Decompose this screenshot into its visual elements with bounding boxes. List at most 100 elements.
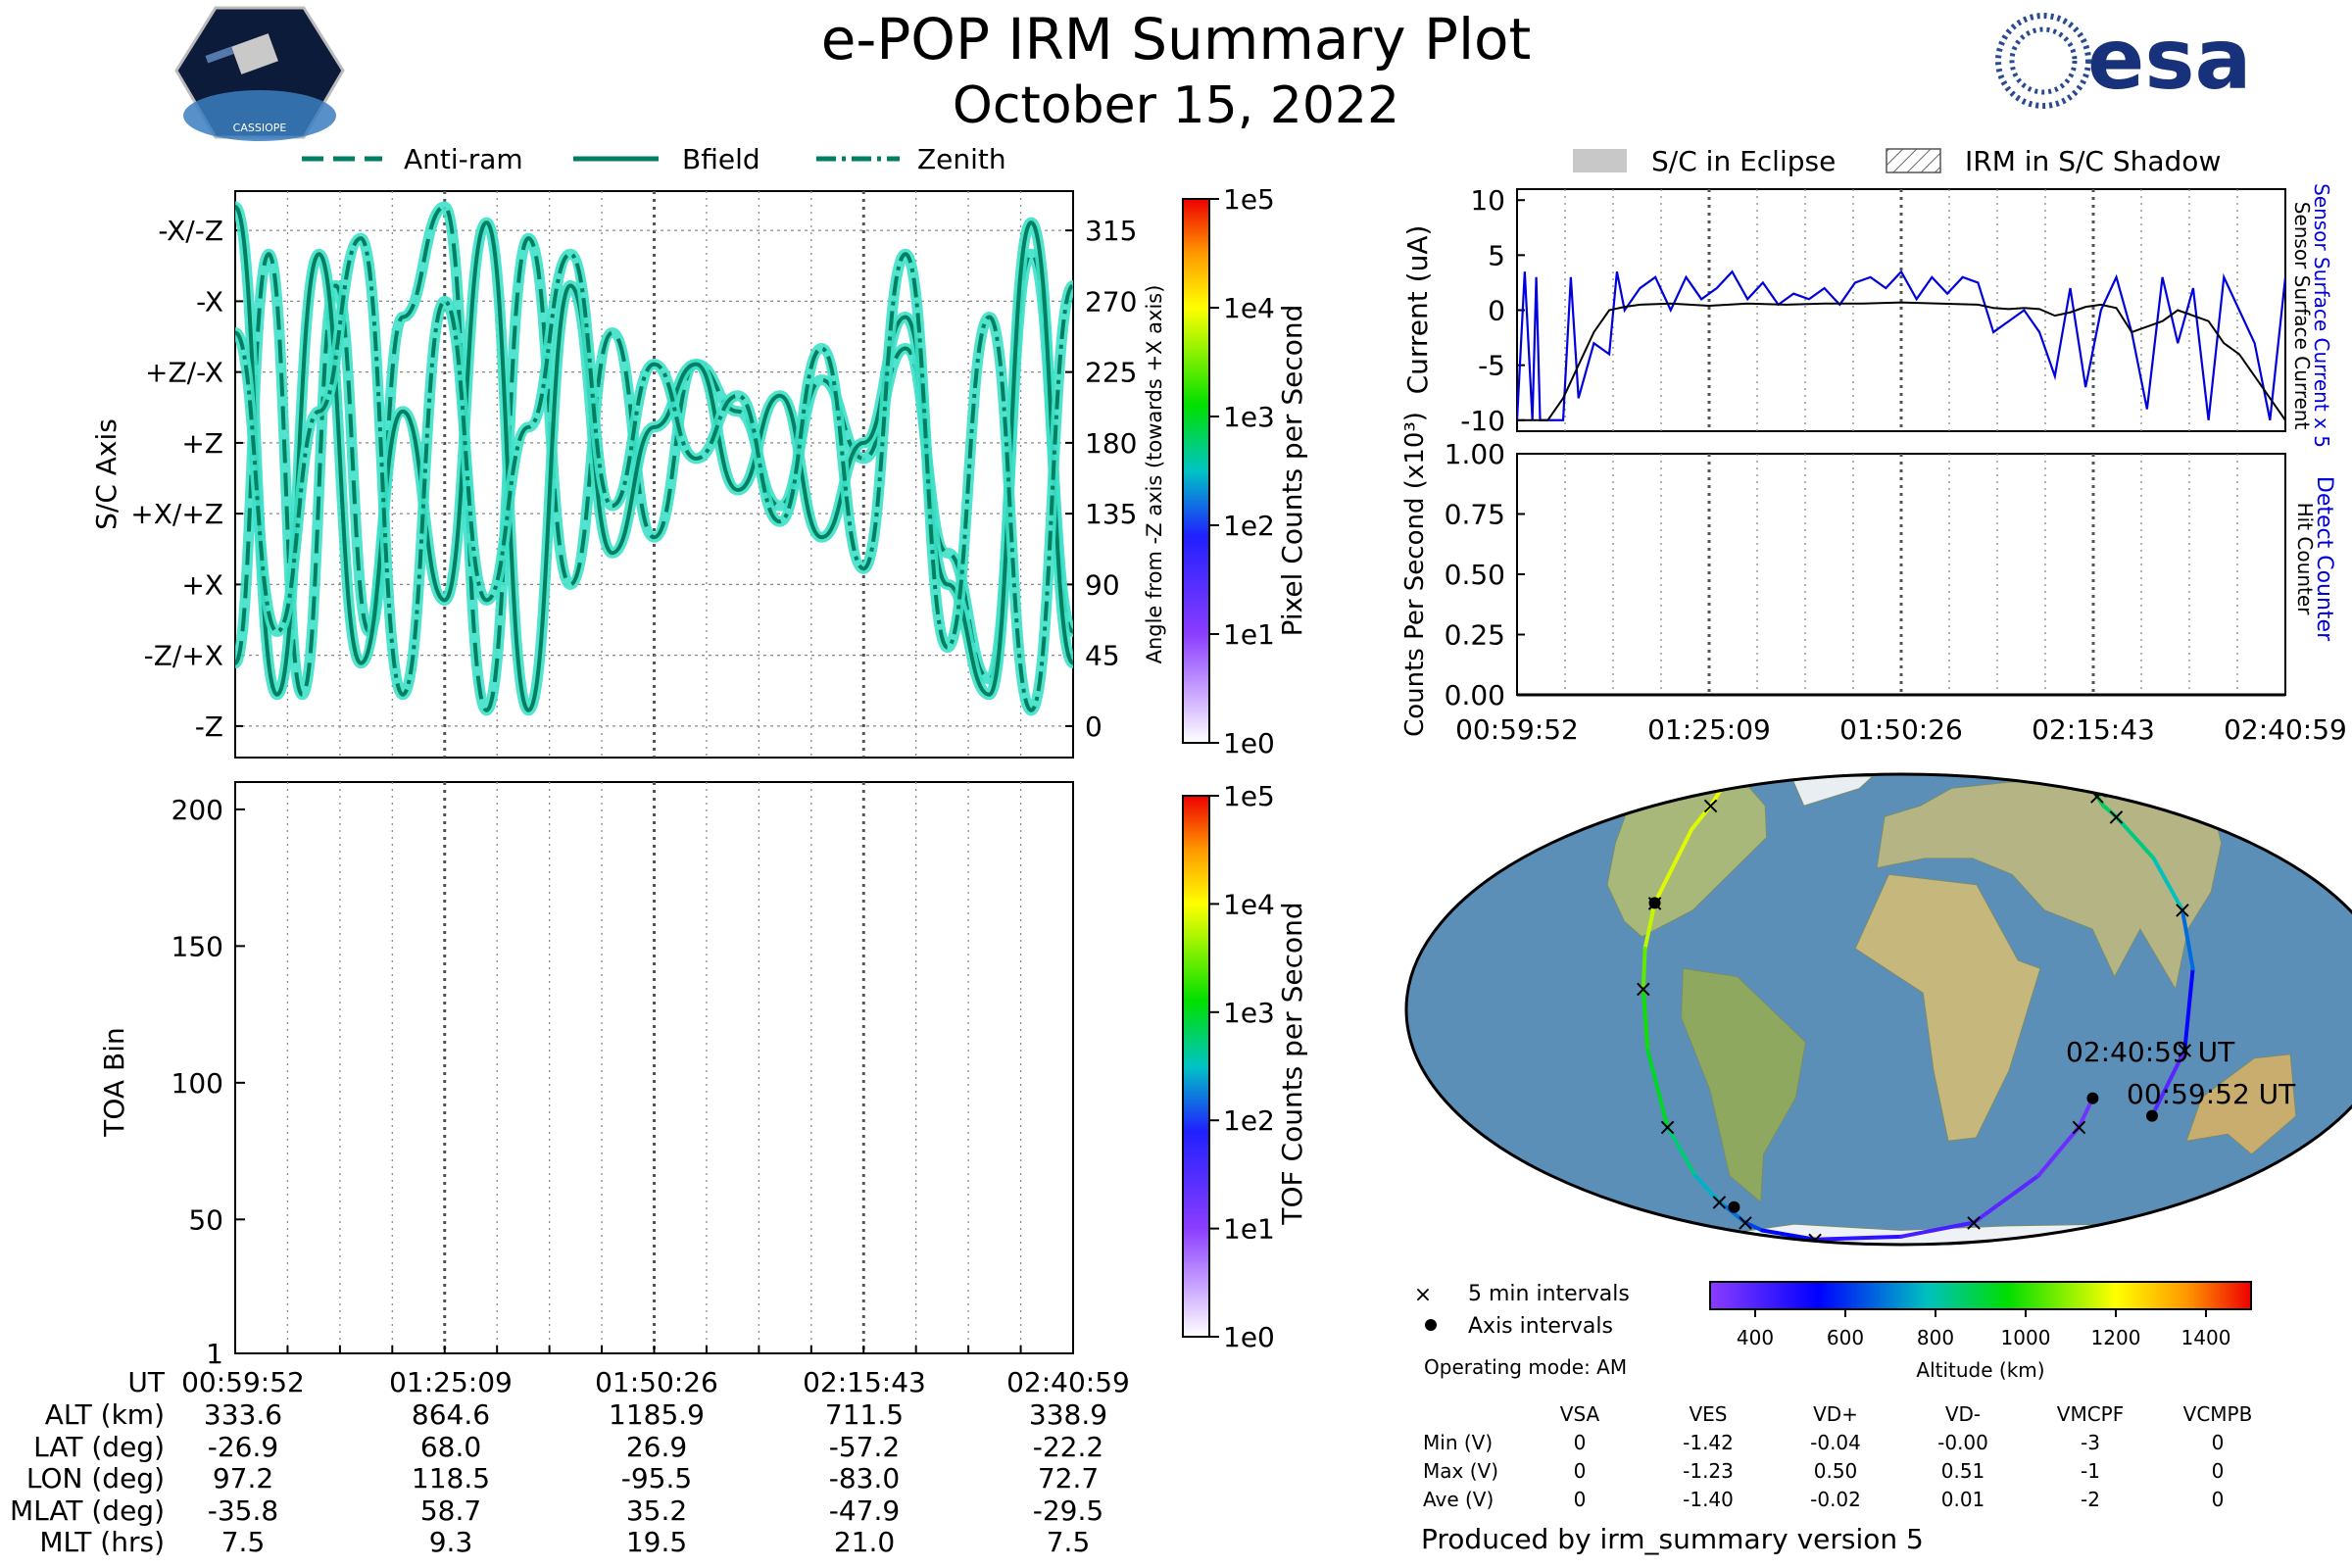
table-cell: 1185.9: [609, 1398, 705, 1431]
toa-frame: [234, 781, 1074, 1354]
interval-marker: ×: [2118, 772, 2137, 800]
table-cell: -22.2: [1033, 1431, 1103, 1463]
attitude-panel: -X/-Z -X +Z/-X +Z +X/+Z +X -Z/+X -Z 315 270 225 18…: [90, 190, 1166, 759]
voltage-cell: 0.50: [1814, 1459, 1858, 1483]
australia: [2185, 1054, 2297, 1155]
cassiope-logo-text: CASSIOPE: [233, 122, 287, 134]
track-segment: [1742, 1220, 1765, 1233]
orientation-legend: Anti-ram Bfield Zenith: [302, 143, 1006, 175]
track-segment: [2151, 856, 2184, 912]
track-segment: [2125, 777, 2162, 788]
colorbar-tick-label: 1e5: [1223, 780, 1275, 812]
voltage-cell: -1.23: [1683, 1459, 1734, 1483]
colorbar-tick-label: 1e3: [1223, 997, 1275, 1029]
table-cell: 72.7: [1038, 1462, 1099, 1494]
voltage-cell: 0: [2212, 1488, 2225, 1511]
x-tick-label: 01:50:26: [1839, 713, 1963, 746]
table-cell: 21.0: [834, 1526, 895, 1558]
legend-zenith: Zenith: [917, 143, 1006, 175]
y-tick-label: 0.00: [1445, 679, 1505, 711]
legend-5min: 5 min intervals: [1468, 1282, 1630, 1306]
plot-title: e-POP IRM Summary Plot: [820, 6, 1532, 73]
voltage-cell: -1.40: [1683, 1488, 1734, 1511]
counts-ylabel: Counts Per Second (x10³): [1400, 412, 1430, 737]
y-tick-label: -5: [1478, 350, 1505, 382]
interval-marker: ×: [1651, 767, 1671, 795]
table-cell: 02:15:43: [803, 1366, 926, 1398]
counts-y-ticks: 1.00 0.75 0.50 0.25 0.00: [1445, 438, 1505, 711]
table-cell: 711.5: [825, 1398, 904, 1431]
y2-tick-label: 0: [1085, 710, 1102, 743]
legend-irm-shadow: IRM in S/C Shadow: [1965, 145, 2221, 177]
colorbar-tick-label: 1e3: [1223, 401, 1275, 433]
interval-marker: ×: [2175, 1037, 2194, 1064]
attitude-y2label: Angle from -Z axis (towards +X axis): [1143, 285, 1166, 664]
voltage-header: VES: [1689, 1402, 1727, 1426]
interval-marker: ×: [1736, 1209, 1755, 1237]
voltage-row-label: Max (V): [1423, 1459, 1498, 1483]
y-tick-label: 150: [172, 930, 223, 962]
track-segment: [1690, 804, 1713, 832]
track-segment: [1971, 1173, 2040, 1225]
voltage-row-label: Ave (V): [1423, 1488, 1494, 1511]
map-legend: × 5 min intervals Axis intervals: [1414, 1282, 1630, 1339]
toa-y-ticks: 200 150 100 50 1: [172, 794, 223, 1370]
land-masses: [1601, 775, 2297, 1245]
table-cell: 7.5: [221, 1526, 266, 1558]
y-tick-label: +Z: [181, 427, 223, 460]
track-segment: [2114, 814, 2156, 860]
axis-interval-dot: [1728, 1200, 1740, 1213]
y-tick-label: -X/-Z: [158, 215, 223, 247]
table-row-label: LON (deg): [26, 1462, 165, 1494]
table-cell: 00:59:52: [181, 1366, 305, 1398]
south-america: [1681, 967, 1806, 1203]
y-tick-label: 1.00: [1445, 438, 1505, 470]
x-tick-label: 02:15:43: [2032, 713, 2155, 746]
y-tick-label: -Z/+X: [144, 640, 223, 672]
voltage-cell: 0.51: [1941, 1459, 1985, 1483]
colorbar-tick-label: 1e2: [1223, 510, 1275, 542]
x-tick-label: 01:25:09: [1647, 713, 1771, 746]
track-segment: [2035, 1125, 2082, 1178]
footer-text: Produced by irm_summary version 5: [1421, 1523, 1924, 1555]
cassiope-logo: CASSIOPE: [174, 6, 345, 141]
interval-marker: ×: [1964, 1209, 1984, 1237]
y-tick-label: +Z/-X: [145, 357, 223, 389]
track-segment: [2182, 966, 2195, 1053]
y-tick-label: 0: [1488, 295, 1505, 327]
y-tick-label: 1: [206, 1338, 223, 1370]
orbit-track: ×××××××××××××××: [1634, 767, 2195, 1245]
esa-logo-text: esa: [2087, 11, 2252, 109]
counts-x-ticks: 00:59:52 01:25:09 01:50:26 02:15:43 02:40:59: [1455, 713, 2347, 746]
table-cell: -57.2: [829, 1431, 900, 1463]
tof-colorbar-label: TOF Counts per Second: [1276, 902, 1308, 1225]
map-start-label: 00:59:52 UT: [2127, 1078, 2296, 1110]
track-segment: [2180, 907, 2195, 971]
interval-marker: ×: [1701, 792, 1721, 819]
table-cell: 58.7: [420, 1494, 481, 1527]
altitude-tick-label: 600: [1827, 1326, 1864, 1349]
interval-marker: ×: [2069, 1113, 2088, 1141]
table-cell: 68.0: [420, 1431, 481, 1463]
track-segment: [2104, 783, 2130, 794]
colorbar-tick-label: 1e0: [1223, 727, 1275, 760]
trace-zenith: [235, 236, 1073, 712]
current-right-label-blue: Sensor Surface Current x 5: [2310, 183, 2333, 448]
table-cell: -47.9: [829, 1494, 900, 1527]
track-segment: [1659, 779, 1726, 788]
colorbar-tick-label: 1e4: [1223, 292, 1275, 324]
interval-marker: ×: [2106, 803, 2126, 830]
track-segment: [1641, 946, 1647, 992]
voltage-cell: -1: [2081, 1459, 2100, 1483]
tof-colorbar: 1e5 1e4 1e3 1e2 1e1 1e0 TOF Counts per Second: [1182, 780, 1308, 1353]
counts-grid: [1517, 453, 2238, 696]
legend-anti-ram: Anti-ram: [404, 143, 523, 175]
sensor-current-line: [1517, 301, 2285, 421]
altitude-tick-label: 400: [1737, 1326, 1774, 1349]
attitude-y-ticks: -X/-Z -X +Z/-X +Z +X/+Z +X -Z/+X -Z: [130, 215, 223, 743]
track-segment: [1760, 1228, 1818, 1242]
map-end-label: 02:40:59 UT: [2066, 1036, 2235, 1068]
table-row-label: ALT (km): [45, 1398, 165, 1431]
y-tick-label: -Z: [195, 710, 223, 743]
